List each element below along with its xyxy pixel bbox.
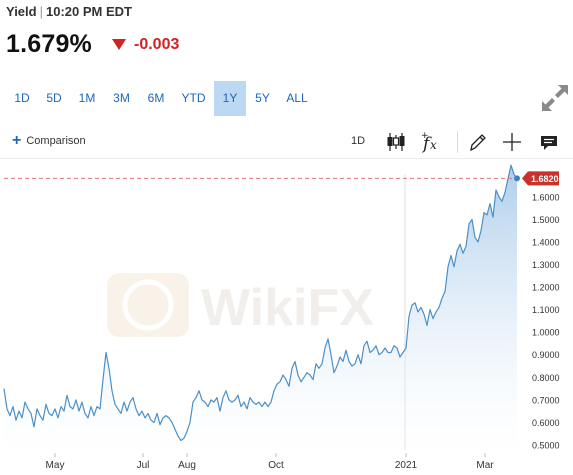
range-tab-1m[interactable]: 1M [78, 91, 96, 105]
fx-icon[interactable]: f x + [420, 130, 444, 154]
y-axis: 0.5000 0.6000 0.7000 0.8000 0.9000 1.0000 1.10… [532, 192, 560, 450]
expand-icon[interactable] [539, 82, 571, 114]
y-tick-label: 0.5000 [532, 440, 560, 450]
y-tick-label: 0.7000 [532, 395, 560, 405]
x-tick-label: May [46, 460, 65, 471]
last-price-badge: 1.6820 [522, 171, 559, 186]
comparison-button[interactable]: + Comparison [12, 132, 86, 149]
plot-area: 1.6820 [3, 164, 559, 454]
quote-header: Yield | 10:20 PM EDT [6, 4, 132, 19]
watermark-text: WikiFX [201, 279, 374, 337]
price-change: -0.003 [134, 35, 180, 53]
watermark-logo-ring [122, 279, 174, 331]
plus-icon: + [12, 132, 22, 149]
range-tab-1y[interactable]: 1Y [214, 81, 246, 116]
pencil-icon[interactable] [467, 130, 489, 154]
x-tick-label: 2021 [395, 460, 418, 471]
svg-text:f: f [421, 134, 432, 154]
instrument-name: Yield [6, 4, 37, 19]
y-tick-label: 0.9000 [532, 350, 560, 360]
last-price-badge-label: 1.6820 [531, 174, 559, 184]
watermark: WikiFX [107, 273, 374, 337]
last-point-marker [514, 175, 520, 182]
y-tick-label: 1.4000 [532, 237, 560, 247]
range-tab-5y[interactable]: 5Y [255, 91, 270, 105]
y-tick-label: 1.0000 [532, 328, 560, 338]
y-tick-label: 1.3000 [532, 260, 560, 270]
range-tab-6m[interactable]: 6M [147, 91, 165, 105]
x-axis: May Jul Aug Oct 2021 Mar [46, 453, 494, 471]
crosshair-icon[interactable] [501, 130, 523, 154]
down-arrow-icon [112, 39, 126, 50]
svg-text:+: + [421, 131, 429, 141]
range-tab-1d[interactable]: 1D [14, 91, 30, 105]
y-tick-label: 1.6000 [532, 192, 560, 202]
svg-text:x: x [430, 138, 437, 152]
toolbar-divider [457, 131, 458, 153]
price-row: 1.679% -0.003 [6, 30, 179, 59]
series-line [3, 164, 518, 442]
chart-toolbar: + Comparison 1D f x + [0, 125, 573, 159]
x-tick-label: Jul [137, 460, 150, 471]
y-tick-label: 1.5000 [532, 215, 560, 225]
last-price-badge-bg [522, 171, 559, 186]
x-tick-label: Aug [178, 460, 196, 471]
interval-selector[interactable]: 1D [351, 135, 366, 147]
y-tick-label: 1.1000 [532, 305, 560, 315]
x-tick-label: Mar [476, 460, 494, 471]
candlestick-icon[interactable] [385, 130, 407, 154]
yield-chart[interactable]: WikiFX 0.5000 0.6000 0.7000 0.8000 0.9000 1.0… [0, 160, 573, 475]
annotation-icon[interactable] [538, 130, 560, 154]
y-tick-label: 1.2000 [532, 283, 560, 293]
range-tab-ytd[interactable]: YTD [181, 91, 206, 105]
y-tick-label: 0.6000 [532, 418, 560, 428]
range-tab-all[interactable]: ALL [286, 91, 308, 105]
comparison-label: Comparison [26, 135, 86, 147]
series-area [4, 165, 517, 454]
range-tabs: 1D 5D 1M 3M 6M YTD 1Y 5Y ALL [6, 81, 315, 116]
watermark-logo-icon [107, 273, 189, 337]
x-tick-label: Oct [268, 460, 284, 471]
range-tab-3m[interactable]: 3M [113, 91, 130, 105]
quote-time: 10:20 PM EDT [45, 4, 132, 19]
range-tab-5d[interactable]: 5D [46, 91, 62, 105]
y-tick-label: 0.8000 [532, 373, 560, 383]
last-price: 1.679% [6, 30, 92, 58]
header-separator: | [39, 4, 43, 19]
